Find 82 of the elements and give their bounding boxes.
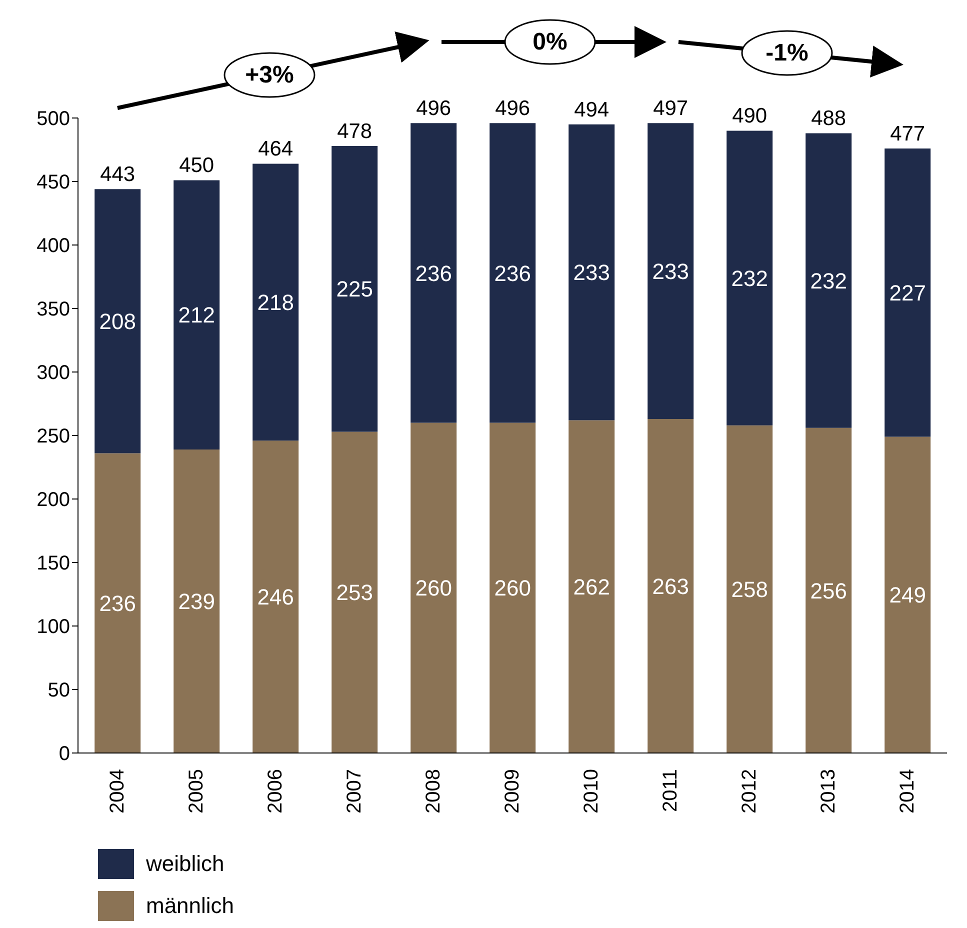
x-tick-label: 2011 — [660, 769, 682, 812]
x-tick-label: 2012 — [738, 769, 760, 814]
total-label: 477 — [890, 122, 926, 146]
bar — [410, 422, 457, 753]
y-tick-label: 300 — [36, 362, 70, 384]
data-label: 212 — [178, 302, 215, 328]
data-label: 246 — [257, 584, 294, 610]
bar — [568, 124, 615, 420]
bar — [332, 432, 378, 753]
y-tick-label: 0 — [58, 743, 70, 766]
bar — [252, 440, 299, 753]
data-label: 225 — [336, 276, 373, 302]
data-label: 262 — [573, 574, 610, 600]
y-tick-label: 200 — [36, 489, 70, 512]
y-tick-label: 500 — [36, 108, 70, 130]
x-tick-label: 2005 — [186, 769, 208, 814]
y-tick-label: 50 — [48, 680, 70, 702]
y-tick-label: 100 — [36, 616, 70, 638]
data-label: 208 — [99, 309, 136, 334]
x-tick-label: 2007 — [344, 769, 366, 814]
x-tick-label: 2008 — [422, 769, 444, 814]
x-tick-label: 2010 — [580, 769, 602, 814]
bar — [332, 146, 378, 432]
data-label: 263 — [652, 574, 689, 599]
data-label: 249 — [889, 582, 926, 608]
total-label: 490 — [732, 104, 768, 128]
bar — [884, 436, 931, 753]
data-label: 232 — [810, 268, 847, 294]
data-label: 236 — [494, 260, 531, 286]
bar — [726, 130, 773, 426]
total-label: 497 — [653, 97, 688, 120]
data-label: 232 — [731, 266, 768, 291]
total-label: 488 — [811, 107, 846, 130]
bar — [806, 133, 852, 428]
text: -1% — [766, 40, 808, 66]
legend-label: männlich — [145, 892, 236, 920]
total-label: 450 — [179, 154, 214, 178]
data-label: 236 — [415, 260, 452, 286]
bar — [884, 148, 931, 437]
data-label: 256 — [810, 578, 847, 604]
data-label: 260 — [415, 576, 452, 601]
total-label: 494 — [574, 98, 610, 122]
bar — [806, 428, 852, 753]
x-tick-label: 2014 — [896, 769, 918, 814]
data-label: 227 — [889, 280, 926, 306]
data-label: 253 — [336, 580, 373, 606]
x-tick-label: 2006 — [264, 769, 286, 814]
bar — [410, 123, 457, 423]
bar — [94, 189, 141, 454]
bar — [252, 164, 299, 441]
legend-label: weiblich — [145, 850, 226, 878]
bar — [726, 425, 773, 753]
total-label: 464 — [258, 138, 294, 161]
total-label: 496 — [416, 97, 452, 120]
data-label: 258 — [731, 576, 768, 602]
x-tick-label: 2013 — [818, 769, 840, 814]
data-label: 233 — [652, 258, 689, 284]
y-tick-label: 250 — [36, 426, 70, 448]
bar — [94, 453, 141, 753]
bar — [648, 123, 694, 419]
data-label: 233 — [573, 260, 610, 286]
bar — [490, 422, 536, 753]
y-tick-label: 450 — [36, 172, 70, 194]
bar — [174, 180, 220, 450]
data-label: 239 — [178, 589, 215, 614]
x-tick-label: 2004 — [106, 769, 128, 814]
text: 0% — [532, 28, 568, 56]
data-label: 218 — [257, 290, 294, 315]
y-tick-label: 350 — [36, 298, 70, 321]
bar — [648, 418, 694, 753]
bar — [490, 123, 536, 423]
total-label: 443 — [100, 163, 136, 186]
bar — [174, 449, 220, 753]
y-tick-label: 150 — [36, 552, 70, 575]
total-label: 478 — [337, 120, 372, 143]
data-label: 260 — [494, 576, 531, 601]
y-tick-label: 400 — [36, 235, 70, 258]
data-label: 236 — [99, 590, 136, 616]
x-tick-label: 2009 — [502, 769, 524, 814]
total-label: 496 — [495, 97, 530, 120]
bar — [568, 420, 615, 753]
text: +3% — [245, 62, 294, 88]
